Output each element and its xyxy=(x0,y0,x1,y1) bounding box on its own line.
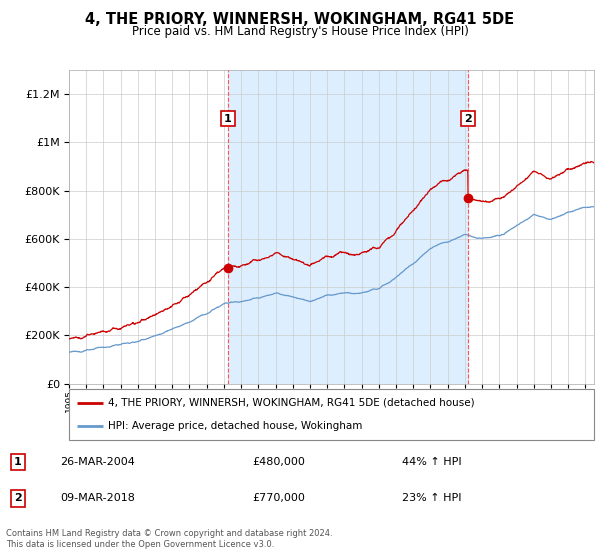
Text: £770,000: £770,000 xyxy=(252,493,305,503)
Text: 4, THE PRIORY, WINNERSH, WOKINGHAM, RG41 5DE: 4, THE PRIORY, WINNERSH, WOKINGHAM, RG41… xyxy=(85,12,515,27)
Text: 1: 1 xyxy=(14,457,22,467)
Text: 09-MAR-2018: 09-MAR-2018 xyxy=(60,493,135,503)
Text: Price paid vs. HM Land Registry's House Price Index (HPI): Price paid vs. HM Land Registry's House … xyxy=(131,25,469,38)
Text: 2: 2 xyxy=(464,114,472,124)
Text: £480,000: £480,000 xyxy=(252,457,305,467)
FancyBboxPatch shape xyxy=(69,389,594,440)
Text: 2: 2 xyxy=(14,493,22,503)
Text: 1: 1 xyxy=(224,114,232,124)
Text: 4, THE PRIORY, WINNERSH, WOKINGHAM, RG41 5DE (detached house): 4, THE PRIORY, WINNERSH, WOKINGHAM, RG41… xyxy=(109,398,475,408)
Bar xyxy=(228,70,468,384)
Text: Contains HM Land Registry data © Crown copyright and database right 2024.
This d: Contains HM Land Registry data © Crown c… xyxy=(6,529,332,549)
Text: 44% ↑ HPI: 44% ↑ HPI xyxy=(402,457,461,467)
Text: HPI: Average price, detached house, Wokingham: HPI: Average price, detached house, Woki… xyxy=(109,421,363,431)
Text: 23% ↑ HPI: 23% ↑ HPI xyxy=(402,493,461,503)
Text: 26-MAR-2004: 26-MAR-2004 xyxy=(60,457,135,467)
